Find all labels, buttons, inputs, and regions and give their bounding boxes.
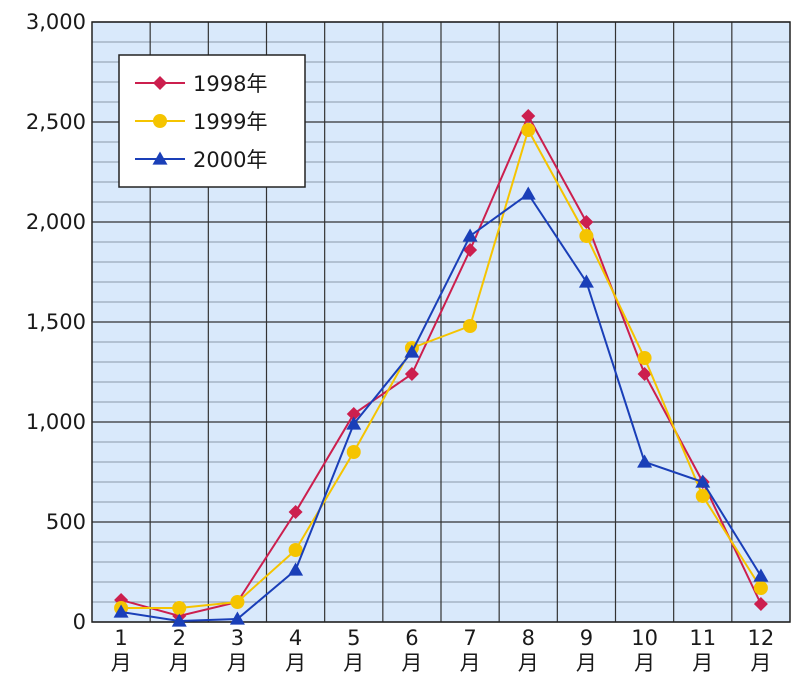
legend-label: 1999年 <box>193 110 267 134</box>
data-point <box>637 454 653 468</box>
data-point <box>404 344 420 358</box>
y-tick-label: 1,500 <box>26 310 86 334</box>
x-tick-label-unit: 月 <box>518 651 539 675</box>
data-point <box>346 416 362 430</box>
x-tick-label-unit: 月 <box>169 651 190 675</box>
data-point <box>753 597 768 611</box>
x-tick-label-unit: 月 <box>111 651 132 675</box>
x-tick-label-number: 2 <box>173 626 186 650</box>
legend-marker <box>153 114 167 128</box>
series-line <box>121 127 762 609</box>
y-tick-label: 500 <box>46 510 86 534</box>
data-point <box>288 562 304 576</box>
x-tick-label-unit: 月 <box>401 651 422 675</box>
x-tick-label-number: 12 <box>748 626 775 650</box>
x-tick-label-unit: 月 <box>692 651 713 675</box>
x-tick-label-number: 3 <box>231 626 244 650</box>
data-point <box>462 228 478 242</box>
y-tick-label: 1,000 <box>26 410 86 434</box>
x-tick-label-number: 8 <box>522 626 535 650</box>
legend-marker <box>152 151 168 165</box>
data-point <box>229 611 245 625</box>
x-tick-label-unit: 月 <box>576 651 597 675</box>
x-tick-label-unit: 月 <box>227 651 248 675</box>
x-tick-label-unit: 月 <box>634 651 655 675</box>
x-tick-label-unit: 月 <box>285 651 306 675</box>
legend-label: 1998年 <box>193 72 267 96</box>
x-tick-label-number: 6 <box>405 626 418 650</box>
data-point <box>521 109 536 123</box>
data-point <box>346 407 361 421</box>
x-tick-label-unit: 月 <box>460 651 481 675</box>
series-line <box>120 113 762 618</box>
plot-border <box>91 21 791 623</box>
data-point <box>753 568 769 582</box>
y-axis-tick-labels: 0 500 1,000 1,500 2,000 2,500 3,000 <box>26 10 86 634</box>
series-3 <box>113 186 769 627</box>
y-tick-label: 2,500 <box>26 110 86 134</box>
y-tick-label: 3,000 <box>26 10 86 34</box>
data-point <box>637 367 652 381</box>
data-point <box>463 319 478 333</box>
data-point <box>521 123 536 137</box>
x-tick-label-number: 11 <box>689 626 716 650</box>
data-point <box>637 351 652 365</box>
x-tick-label-number: 4 <box>289 626 302 650</box>
data-point <box>346 445 361 459</box>
data-point <box>463 243 478 257</box>
x-tick-label-number: 5 <box>347 626 360 650</box>
data-point <box>171 613 187 627</box>
legend-item: 2000年 <box>135 148 267 172</box>
x-tick-label-number: 7 <box>463 626 476 650</box>
x-tick-label-number: 10 <box>631 626 658 650</box>
series-line <box>120 192 762 623</box>
data-point <box>579 229 594 243</box>
x-tick-label-number: 9 <box>580 626 593 650</box>
x-tick-label-number: 1 <box>114 626 127 650</box>
data-point <box>172 601 187 615</box>
data-point <box>288 543 303 557</box>
data-point <box>230 595 245 609</box>
data-point <box>288 505 303 519</box>
data-point <box>695 489 710 503</box>
y-tick-label: 2,000 <box>26 210 86 234</box>
data-point <box>753 581 768 595</box>
data-point <box>520 186 536 200</box>
legend-marker <box>153 76 167 90</box>
y-tick-label: 0 <box>73 610 86 634</box>
series-layer <box>113 109 769 627</box>
x-tick-label-unit: 月 <box>750 651 771 675</box>
data-point <box>113 604 129 618</box>
data-point <box>695 474 711 488</box>
grid-vertical <box>149 22 733 622</box>
legend-item: 1998年 <box>135 72 267 96</box>
legend-label: 2000年 <box>193 148 267 172</box>
data-point <box>578 274 594 288</box>
legend: 1998年 1999年 2000年 <box>118 54 306 188</box>
x-tick-label-unit: 月 <box>343 651 364 675</box>
data-point <box>579 215 594 229</box>
legend-item: 1999年 <box>135 110 267 134</box>
data-point <box>404 367 419 381</box>
